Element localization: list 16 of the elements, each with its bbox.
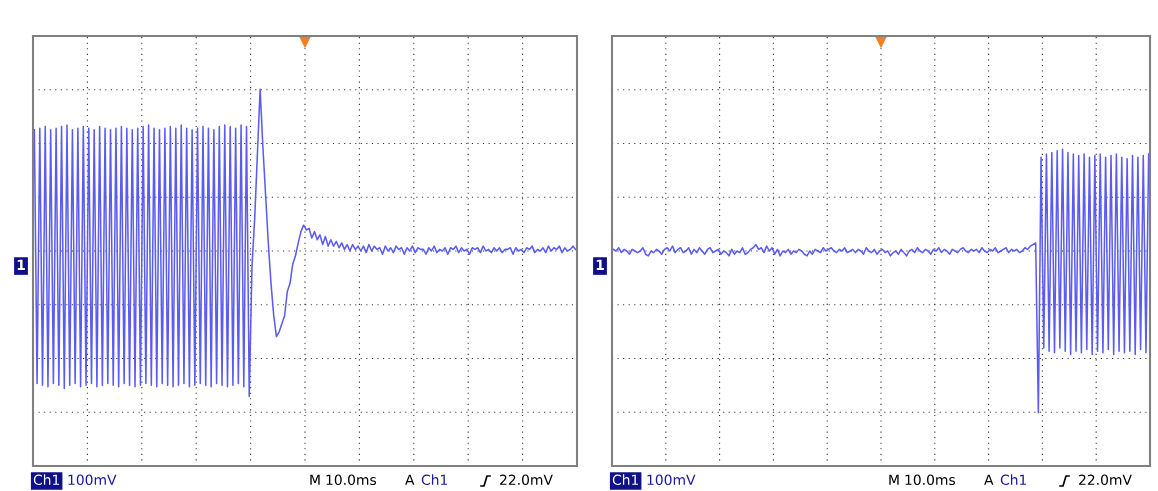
text: A [984,474,994,485]
text: 10.0ms [326,474,377,486]
text: Ch1 [33,474,60,486]
text: 1 [596,259,604,270]
text: Ch1 [612,474,639,486]
text: 100mV [68,474,117,486]
text: M [889,474,899,485]
text: 22.0mV [500,474,553,486]
text: 10.0ms [905,474,956,486]
text: Ch1 [1000,474,1027,486]
text: 22.0mV [1079,474,1132,486]
text: A [405,474,415,485]
text: 100mV [647,474,696,486]
text: M [310,474,320,485]
text: 1 [17,259,25,270]
text: Ch1 [421,474,448,486]
